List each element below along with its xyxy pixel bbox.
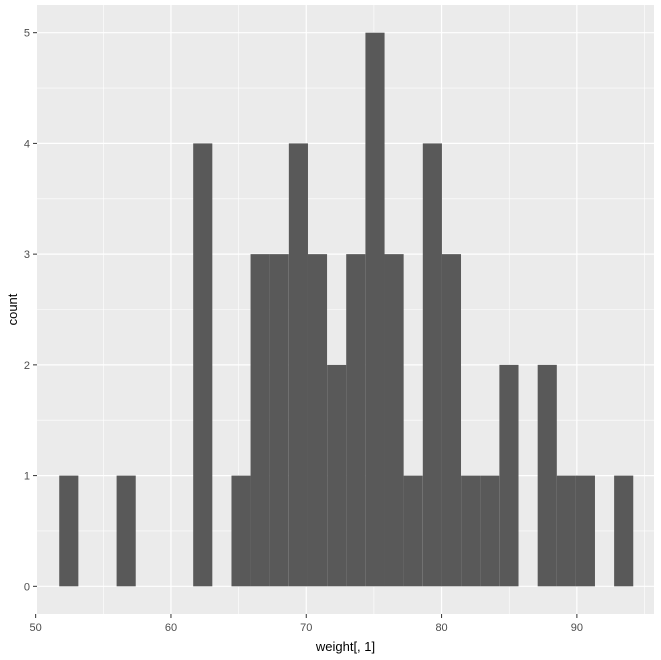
- y-axis-title: count: [5, 293, 20, 325]
- y-tick-label: 4: [24, 138, 30, 150]
- histogram-bar: [250, 254, 270, 587]
- y-tick-label: 0: [24, 581, 30, 593]
- histogram-bar: [59, 475, 79, 587]
- histogram-bar: [307, 254, 328, 587]
- histogram-bar: [327, 364, 347, 587]
- x-axis-title: weight[, 1]: [315, 639, 375, 654]
- histogram-bar: [116, 475, 136, 587]
- histogram-bar: [614, 475, 634, 587]
- histogram-bar: [499, 364, 519, 587]
- histogram-bar: [231, 475, 251, 587]
- histogram-bar: [384, 254, 404, 587]
- y-tick-label: 5: [24, 28, 30, 40]
- y-tick-label: 1: [24, 471, 30, 483]
- x-axis: 50 60 70 80 90: [30, 614, 583, 634]
- histogram-bars: [59, 32, 634, 587]
- histogram-bar: [288, 143, 308, 587]
- histogram-bar: [480, 475, 500, 587]
- histogram-bar: [422, 143, 442, 587]
- x-tick-label: 50: [30, 622, 42, 634]
- x-tick-label: 90: [571, 622, 583, 634]
- histogram-bar: [556, 475, 576, 587]
- y-tick-label: 2: [24, 360, 30, 372]
- histogram-bar: [461, 475, 481, 587]
- x-tick-label: 60: [165, 622, 177, 634]
- histogram-bar: [575, 475, 595, 587]
- histogram-bar: [269, 254, 289, 587]
- x-tick-label: 70: [300, 622, 312, 634]
- histogram-bar: [403, 475, 423, 587]
- y-tick-label: 3: [24, 249, 30, 261]
- histogram-bar: [346, 254, 366, 587]
- histogram-bar: [441, 254, 462, 587]
- histogram-bar: [193, 143, 213, 587]
- histogram-bar: [365, 32, 385, 587]
- histogram-bar: [537, 364, 557, 587]
- x-tick-label: 80: [435, 622, 447, 634]
- y-axis: 0 1 2 3 4 5: [24, 28, 37, 593]
